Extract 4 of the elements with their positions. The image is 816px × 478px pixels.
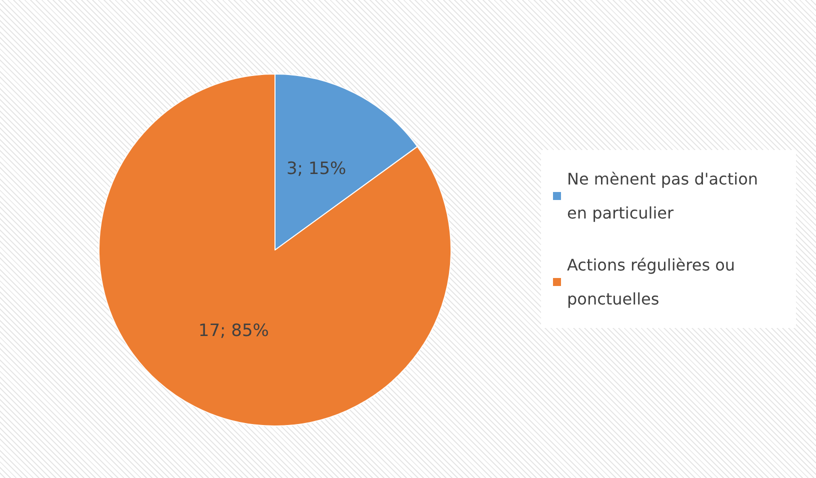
- legend-label: Ne mènent pas d'action en particulier: [567, 170, 764, 222]
- data-label: 17; 85%: [198, 321, 269, 342]
- legend-label: Actions régulières ou ponctuelles: [567, 256, 740, 308]
- data-label: 3; 15%: [286, 158, 346, 179]
